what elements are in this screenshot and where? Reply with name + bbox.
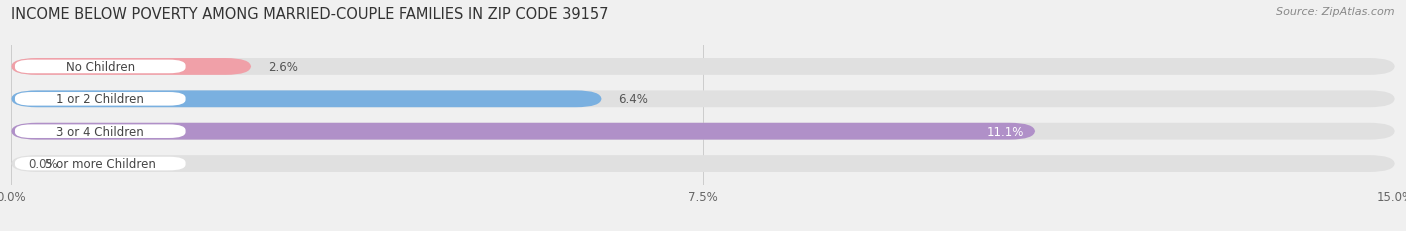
Text: 1 or 2 Children: 1 or 2 Children — [56, 93, 145, 106]
FancyBboxPatch shape — [11, 123, 1395, 140]
Text: Source: ZipAtlas.com: Source: ZipAtlas.com — [1277, 7, 1395, 17]
FancyBboxPatch shape — [11, 91, 602, 108]
FancyBboxPatch shape — [11, 91, 1395, 108]
FancyBboxPatch shape — [11, 59, 252, 76]
FancyBboxPatch shape — [11, 155, 1395, 172]
FancyBboxPatch shape — [15, 125, 186, 138]
Text: 5 or more Children: 5 or more Children — [45, 157, 156, 170]
FancyBboxPatch shape — [15, 60, 186, 74]
Text: INCOME BELOW POVERTY AMONG MARRIED-COUPLE FAMILIES IN ZIP CODE 39157: INCOME BELOW POVERTY AMONG MARRIED-COUPL… — [11, 7, 609, 22]
Text: 11.1%: 11.1% — [987, 125, 1024, 138]
Text: 2.6%: 2.6% — [267, 61, 298, 74]
FancyBboxPatch shape — [15, 93, 186, 106]
Text: 0.0%: 0.0% — [28, 157, 58, 170]
FancyBboxPatch shape — [15, 157, 186, 171]
FancyBboxPatch shape — [11, 123, 1035, 140]
Text: No Children: No Children — [66, 61, 135, 74]
Text: 6.4%: 6.4% — [619, 93, 648, 106]
Text: 3 or 4 Children: 3 or 4 Children — [56, 125, 145, 138]
FancyBboxPatch shape — [11, 59, 1395, 76]
